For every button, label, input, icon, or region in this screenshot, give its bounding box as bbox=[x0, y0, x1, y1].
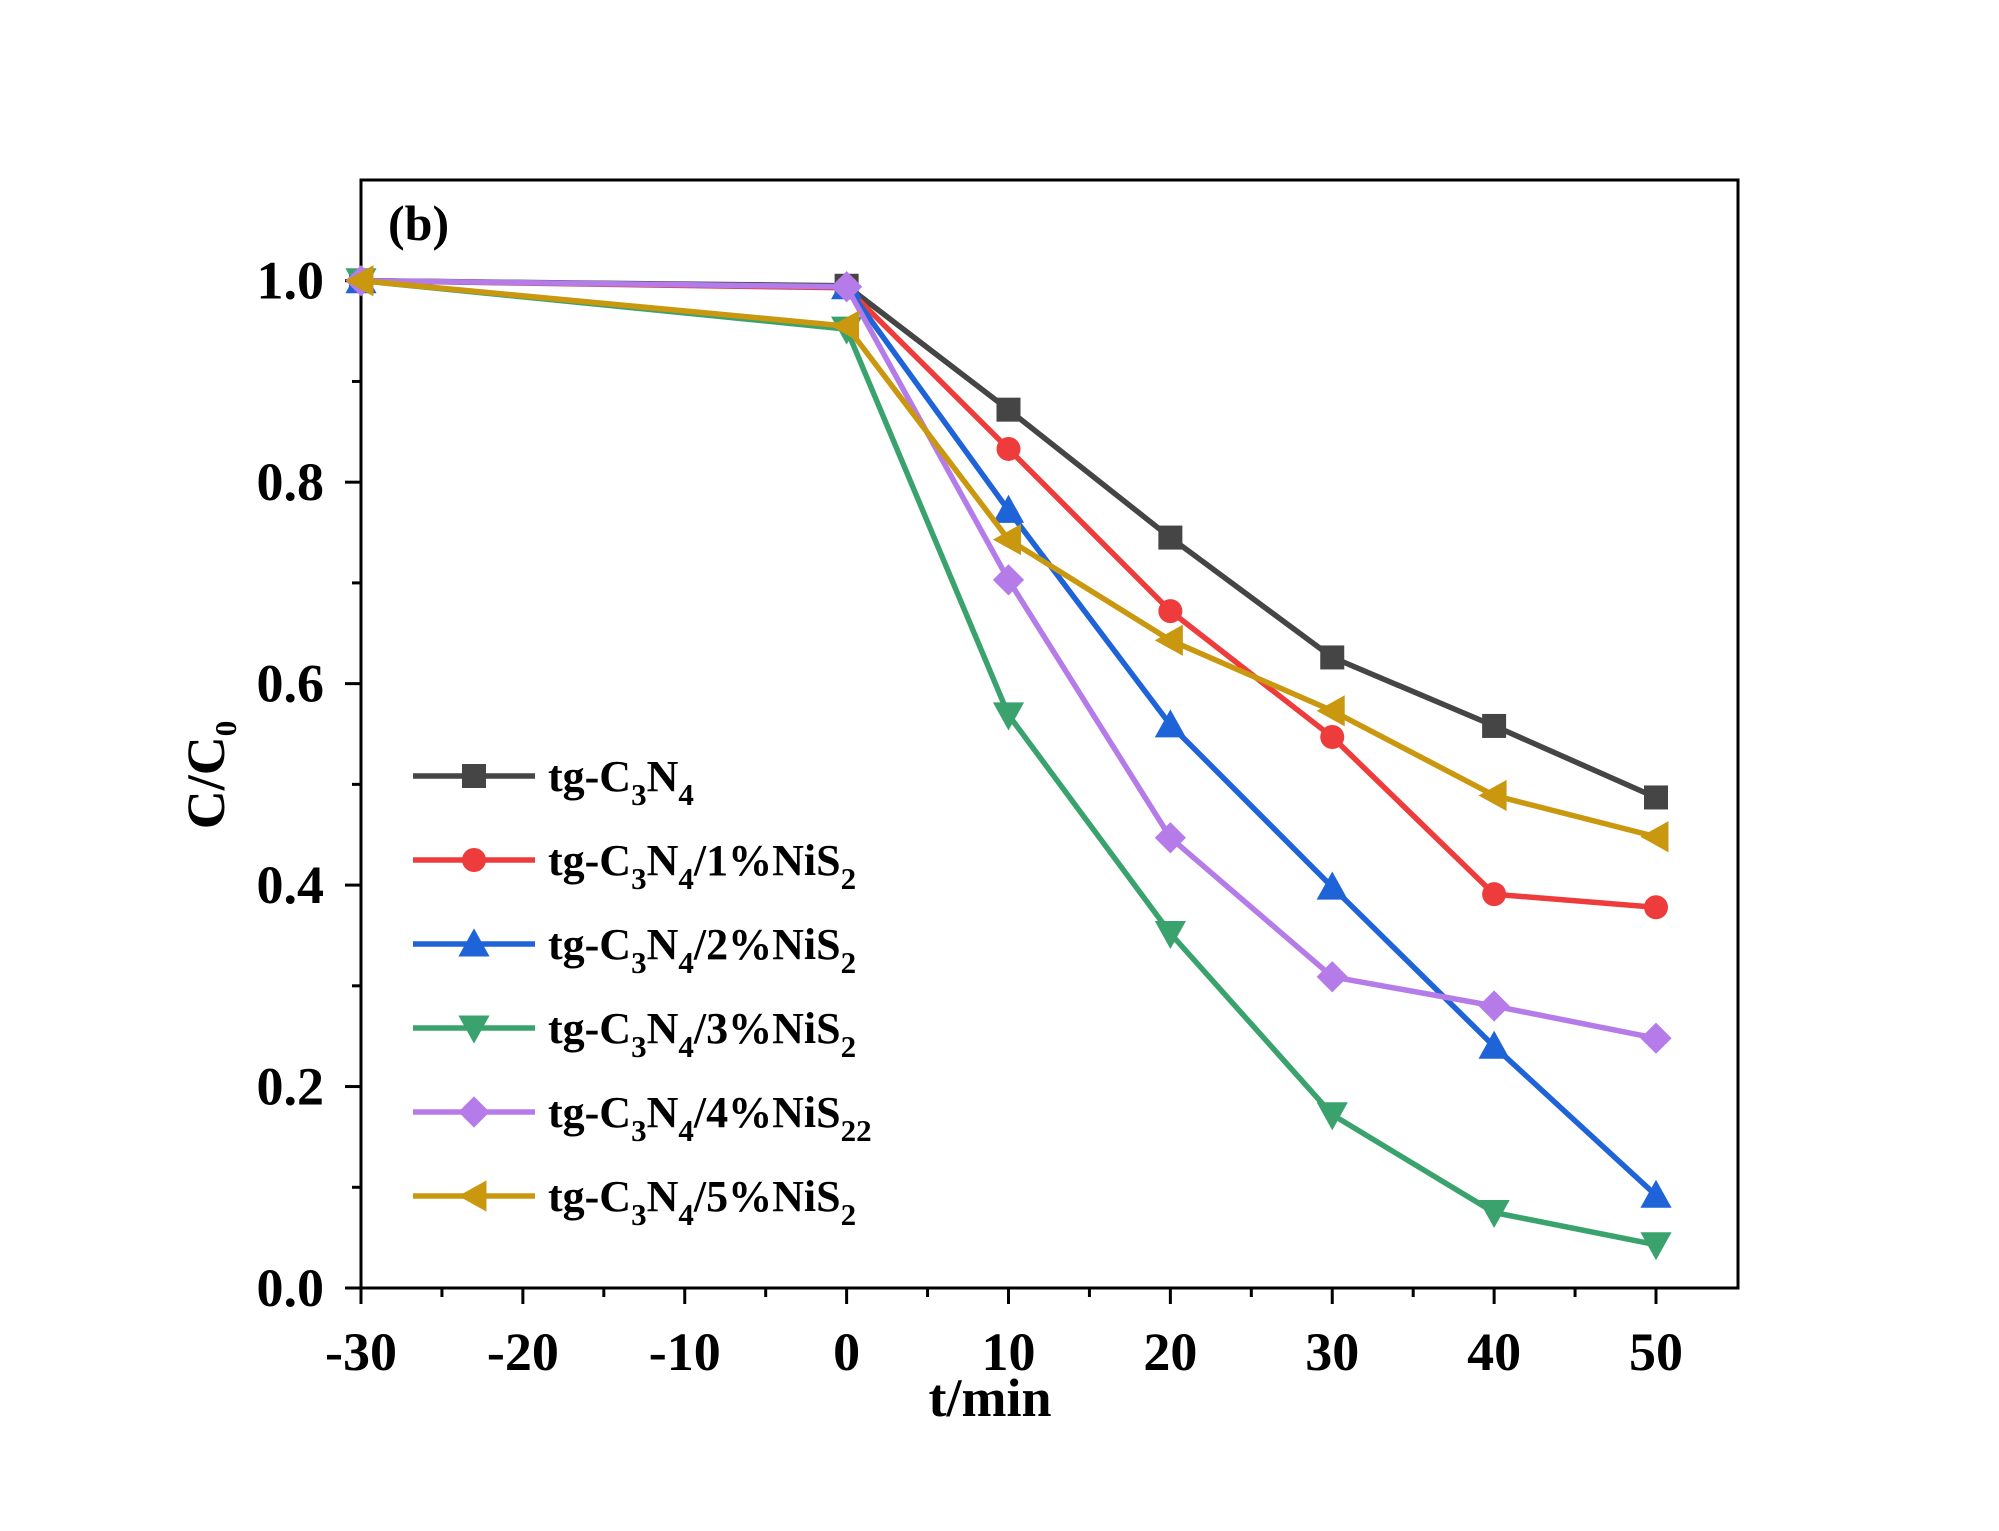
data-point bbox=[1154, 822, 1186, 854]
x-tick-label: -10 bbox=[649, 1322, 721, 1382]
legend-label: tg-C3N4/3%NiS2 bbox=[548, 1004, 856, 1064]
data-point bbox=[345, 265, 374, 297]
data-point bbox=[1158, 525, 1183, 550]
data-point bbox=[1482, 713, 1507, 738]
y-tick-label: 0.4 bbox=[257, 855, 325, 915]
data-point bbox=[996, 436, 1021, 461]
legend-marker bbox=[458, 1096, 490, 1128]
data-point bbox=[831, 310, 860, 342]
data-point bbox=[1640, 821, 1669, 853]
legend-item: tg-C3N4/5%NiS2 bbox=[413, 1172, 856, 1232]
x-tick-label: -20 bbox=[487, 1322, 559, 1382]
y-tick-label: 1.0 bbox=[257, 251, 325, 311]
legend-label: tg-C3N4/5%NiS2 bbox=[548, 1172, 856, 1232]
y-tick-label: 0.6 bbox=[257, 654, 325, 714]
y-axis-title-sub: 0 bbox=[208, 721, 243, 737]
x-tick-label: 10 bbox=[982, 1322, 1036, 1382]
plot-frame bbox=[359, 178, 1740, 1290]
data-point bbox=[1154, 920, 1186, 950]
legend-marker bbox=[458, 928, 490, 957]
axes: -30 -20 -10 0 10 20 30 40 50 0.0 0.2 0.4 0.6 0.8 1.0 bbox=[257, 251, 1684, 1382]
legend-marker bbox=[458, 1015, 490, 1044]
data-point bbox=[1478, 990, 1510, 1022]
data-point bbox=[1154, 624, 1183, 656]
data-point bbox=[1478, 1199, 1510, 1229]
data-point bbox=[992, 494, 1025, 523]
data-point bbox=[1316, 871, 1348, 900]
legend: tg-C3N4 tg-C3N4/1%NiS2 tg-C3N4/2%NiS2 tg-C3… bbox=[413, 752, 872, 1232]
legend-item: tg-C3N4/1%NiS2 bbox=[413, 836, 856, 896]
data-point bbox=[1644, 785, 1668, 810]
legend-marker bbox=[458, 1180, 487, 1212]
data-point bbox=[1644, 895, 1668, 920]
data-point bbox=[1320, 645, 1345, 670]
data-point bbox=[1478, 1030, 1510, 1059]
legend-label: tg-C3N4/4%NiS22 bbox=[548, 1088, 872, 1148]
y-axis-title-main: C/C bbox=[176, 736, 236, 829]
y-tick-label: 0.0 bbox=[257, 1258, 325, 1318]
series-5 bbox=[345, 265, 1672, 1054]
x-tick-label: 20 bbox=[1143, 1322, 1197, 1382]
data-point bbox=[992, 702, 1025, 731]
x-tick-label: 0 bbox=[833, 1322, 860, 1382]
legend-item: tg-C3N4/3%NiS2 bbox=[413, 1004, 856, 1064]
legend-marker bbox=[462, 848, 486, 872]
data-point bbox=[992, 564, 1025, 596]
data-point bbox=[1640, 1179, 1672, 1208]
legend-label: tg-C3N4/1%NiS2 bbox=[548, 836, 856, 896]
data-point bbox=[1316, 1102, 1348, 1131]
data-point bbox=[1320, 725, 1345, 750]
data-point bbox=[996, 397, 1021, 422]
y-axis-title: C/C0 bbox=[176, 721, 243, 830]
x-axis-title: t/min bbox=[928, 1368, 1051, 1428]
x-tick-label: 40 bbox=[1467, 1322, 1521, 1382]
data-point bbox=[1640, 1232, 1672, 1261]
data-point bbox=[1158, 599, 1183, 624]
panel-label: (b) bbox=[388, 195, 449, 251]
x-tick-label: 30 bbox=[1305, 1322, 1359, 1382]
data-point bbox=[1478, 779, 1507, 812]
data-point bbox=[1640, 1022, 1672, 1054]
series-group bbox=[345, 265, 1672, 1261]
legend-item: tg-C3N4 bbox=[413, 752, 694, 812]
legend-item: tg-C3N4/4%NiS22 bbox=[413, 1088, 872, 1148]
plot-area bbox=[359, 178, 1740, 1290]
y-tick-label: 0.2 bbox=[257, 1057, 325, 1117]
x-tick-label: -30 bbox=[325, 1322, 397, 1382]
data-point bbox=[1316, 961, 1348, 993]
y-tick-label: 0.8 bbox=[257, 452, 325, 512]
legend-label: tg-C3N4 bbox=[548, 752, 694, 812]
data-point bbox=[831, 271, 863, 303]
legend-marker bbox=[462, 764, 486, 788]
data-point bbox=[992, 523, 1021, 556]
data-point bbox=[1154, 709, 1186, 738]
x-tick-label: 50 bbox=[1629, 1322, 1683, 1382]
data-point bbox=[1482, 882, 1507, 907]
legend-item: tg-C3N4/2%NiS2 bbox=[413, 920, 856, 980]
series-6 bbox=[345, 265, 1669, 853]
data-point bbox=[1316, 695, 1345, 727]
legend-label: tg-C3N4/2%NiS2 bbox=[548, 920, 856, 980]
